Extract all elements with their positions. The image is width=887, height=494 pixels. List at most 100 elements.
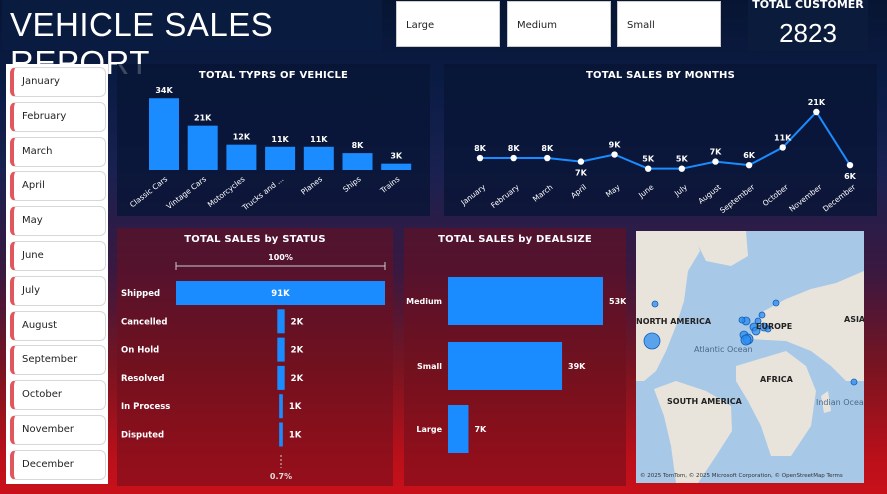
data-label: 2K [291, 374, 304, 384]
map-attribution[interactable]: © 2025 TomTom, © 2025 Microsoft Corporat… [640, 472, 843, 479]
month-slicer-item-january[interactable]: January [10, 67, 106, 97]
sales-bubble[interactable] [739, 317, 745, 323]
data-label: 11K [774, 133, 792, 142]
tick-label: October [761, 182, 791, 208]
sales-bubble[interactable] [851, 379, 857, 385]
month-slicer-item-may[interactable]: May [10, 206, 106, 236]
sales-bubble[interactable] [759, 312, 765, 318]
sales-bubble[interactable] [741, 335, 751, 345]
data-point [645, 165, 651, 171]
kpi-card: TOTAL CUSTOMER 2823 [748, 0, 868, 51]
data-label: 6K [844, 172, 857, 181]
bar [448, 342, 562, 390]
bar [277, 309, 284, 333]
tick-label: June [636, 182, 656, 200]
month-slicer-item-april[interactable]: April [10, 171, 106, 201]
tick-label: Planes [299, 174, 324, 196]
tick-label: January [458, 182, 487, 208]
month-slicer-item-december[interactable]: December [10, 450, 106, 480]
month-slicer-item-october[interactable]: October [10, 380, 106, 410]
sales-by-month-panel: TOTAL SALES BY MONTHS 8K January 8K Februar… [444, 64, 877, 216]
bar [448, 277, 603, 325]
month-slicer-item-november[interactable]: November [10, 415, 106, 445]
month-slicer: January February March April May June July Augu… [6, 64, 108, 484]
map-region-label: EUROPE [756, 322, 792, 331]
slicer-small[interactable]: Small [617, 1, 721, 47]
data-label: 7K [575, 169, 588, 178]
data-label: 11K [310, 135, 328, 144]
category-label: On Hold [121, 346, 159, 356]
category-label: Disputed [121, 431, 164, 441]
ocean-label: Atlantic Ocean [694, 345, 753, 354]
data-label: 9K [609, 141, 622, 150]
category-label: Large [416, 425, 442, 434]
top-percent-label: 100% [268, 253, 293, 262]
data-label: 8K [352, 141, 365, 150]
month-slicer-item-june[interactable]: June [10, 241, 106, 271]
sales-map[interactable]: NORTH AMERICA EUROPE ASIA AFRICA SOUTH A… [636, 231, 864, 483]
data-label: 8K [474, 144, 487, 153]
vehicle-types-panel: TOTAL TYPRS OF VEHICLE 34K Classic Cars 21… [117, 64, 430, 216]
bottom-percent-label: 0.7% [270, 472, 292, 481]
category-label: Medium [406, 297, 442, 306]
sales-by-month-chart: 8K January 8K February 8K March 7K April 9K May 5K… [444, 64, 877, 216]
month-slicer-label: March [22, 146, 52, 157]
data-label: 7K [710, 148, 723, 157]
data-label: 1K [289, 402, 302, 412]
month-slicer-item-february[interactable]: February [10, 102, 106, 132]
ocean-label: Indian Ocean [816, 398, 864, 407]
sales-by-status-chart: 100%0.7%Shipped 91KCancelled 2KOn Hold 2KRe… [117, 228, 393, 486]
data-label: 2K [291, 346, 304, 356]
sales-by-dealsize-panel: TOTAL SALES by DEALSIZE Medium 53K Small 39… [404, 228, 626, 486]
tick-label: April [569, 182, 588, 200]
month-slicer-item-march[interactable]: March [10, 137, 106, 167]
bar [304, 147, 334, 170]
data-label: 34K [155, 86, 173, 95]
category-label: In Process [121, 402, 170, 412]
slicer-large[interactable]: Large [396, 1, 500, 47]
bar [277, 338, 284, 362]
month-slicer-item-september[interactable]: September [10, 345, 106, 375]
slicer-medium[interactable]: Medium [507, 1, 611, 47]
data-label: 2K [291, 317, 304, 327]
slicer-label: Medium [517, 20, 557, 31]
kpi-value: 2823 [748, 18, 868, 49]
tick-label: September [718, 182, 757, 215]
data-label: 53K [609, 297, 626, 306]
tick-label: May [604, 182, 622, 199]
sales-bubble[interactable] [652, 301, 658, 307]
bar [226, 145, 256, 170]
data-label: 8K [541, 144, 554, 153]
world-map[interactable]: NORTH AMERICA EUROPE ASIA AFRICA SOUTH A… [636, 231, 864, 483]
bar [279, 394, 283, 418]
data-point [712, 158, 718, 164]
month-slicer-label: May [22, 215, 43, 226]
data-label: 8K [508, 144, 521, 153]
month-slicer-label: January [22, 76, 60, 87]
sales-bubble[interactable] [773, 300, 779, 306]
data-point [578, 158, 584, 164]
month-slicer-item-august[interactable]: August [10, 311, 106, 341]
sales-by-status-panel: TOTAL SALES by STATUS 100% 0.7% Shipped 91K… [117, 228, 393, 486]
data-point [510, 155, 516, 161]
month-slicer-label: April [22, 180, 45, 191]
sales-bubble[interactable] [644, 333, 660, 349]
month-slicer-label: June [22, 250, 44, 261]
map-region-label: ASIA [844, 315, 864, 324]
bar [381, 164, 411, 170]
data-point [611, 151, 617, 157]
month-slicer-label: August [22, 320, 57, 331]
bar [188, 126, 218, 170]
map-region-label: AFRICA [760, 375, 794, 384]
data-point [679, 165, 685, 171]
sales-by-dealsize-chart: Medium 53KSmall 39KLarge 7K [404, 228, 626, 486]
month-slicer-label: February [22, 111, 66, 122]
data-label: 3K [390, 152, 403, 161]
data-label: 12K [233, 133, 251, 142]
slicer-label: Large [406, 20, 434, 31]
month-slicer-item-july[interactable]: July [10, 276, 106, 306]
bar [149, 98, 179, 170]
data-label: 21K [194, 114, 212, 123]
tick-label: December [821, 182, 858, 214]
